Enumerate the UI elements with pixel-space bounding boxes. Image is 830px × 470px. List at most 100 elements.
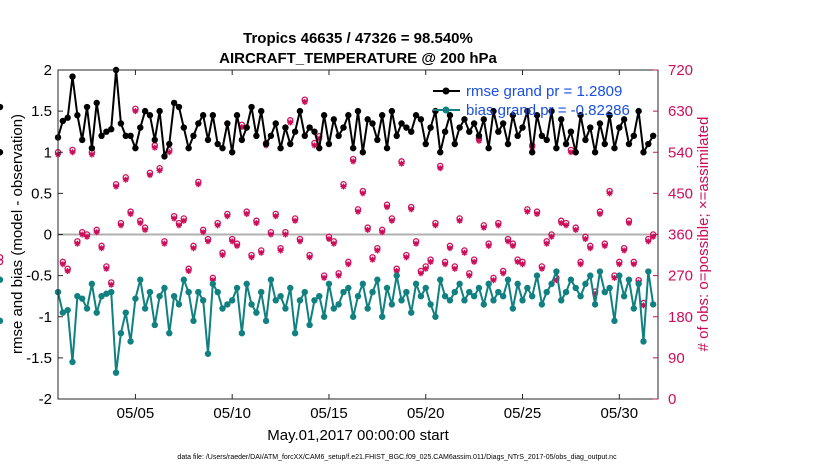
rmse-point: [466, 128, 473, 135]
bias-point: [403, 288, 410, 296]
bias-point: [258, 288, 265, 296]
obs-assimilated-point: [548, 233, 555, 240]
obs-possible-point: [0, 258, 4, 266]
bias-point: [543, 288, 550, 296]
rmse-point: [330, 116, 338, 123]
bias-point: [190, 317, 197, 325]
obs-assimilated-point: [190, 245, 197, 252]
bias-point: [59, 309, 67, 316]
legend: rmse grand pr = 1.2809 bias grand pr = -…: [433, 83, 630, 119]
bias-point: [378, 313, 386, 320]
bias-point: [185, 288, 192, 296]
rmse-point: [606, 112, 613, 119]
bias-point: [616, 272, 623, 279]
rmse-point: [374, 136, 381, 144]
rmse-point: [417, 116, 425, 123]
obs-assimilated-point: [248, 254, 255, 261]
rmse-point: [219, 144, 226, 152]
rmse-point: [248, 103, 255, 111]
rmse-point: [258, 107, 265, 115]
obs-assimilated-point: [437, 165, 444, 172]
rmse-point: [446, 112, 454, 119]
bias-point: [437, 276, 444, 283]
bias-point: [645, 268, 652, 275]
bias-point: [78, 295, 86, 302]
bias-point: [620, 292, 628, 300]
bias-point: [238, 330, 246, 337]
x-tick-label: 05/10: [213, 405, 251, 422]
obs-assimilated-point: [572, 226, 579, 233]
bias-point: [596, 268, 604, 275]
obs-assimilated-point: [534, 210, 541, 217]
obs-assimilated-point: [475, 137, 482, 144]
bias-point: [611, 317, 618, 325]
rmse-point: [524, 107, 531, 115]
obs-assimilated-point: [403, 254, 410, 261]
bias-point: [587, 272, 594, 279]
y-tick-right-label: 0: [668, 391, 676, 408]
rmse-point: [538, 132, 546, 139]
rmse-point: [340, 124, 347, 131]
y-tick-right-label: 90: [668, 350, 685, 367]
bias-point: [630, 305, 638, 312]
obs-assimilated-point: [398, 160, 405, 167]
obs-assimilated-point: [301, 98, 308, 105]
rmse-point: [301, 132, 308, 139]
rmse-point: [640, 149, 647, 156]
obs-assimilated-point: [587, 245, 594, 252]
bias-point: [301, 288, 308, 296]
bias-point: [233, 284, 241, 292]
rmse-point: [437, 149, 444, 156]
bias-point: [267, 276, 275, 283]
y-tick-right-label: 450: [668, 185, 693, 202]
obs-assimilated-point: [413, 240, 420, 247]
bias-point: [248, 301, 255, 308]
y-axis-label: rmse and bias (model - observation): [9, 114, 26, 354]
rmse-line: [57, 69, 655, 157]
obs-assimilated-point: [98, 245, 105, 252]
rmse-point: [88, 144, 96, 152]
obs-assimilated-point: [209, 277, 216, 284]
rmse-point: [282, 124, 289, 131]
rmse-point: [311, 128, 318, 135]
obs-assimilated-point: [490, 277, 497, 284]
obs-assimilated-point: [509, 242, 516, 249]
obs-assimilated-point: [616, 261, 623, 268]
bias-point: [514, 280, 521, 288]
bias-point: [562, 288, 570, 296]
rmse-point: [403, 124, 410, 131]
obs-assimilated-point: [645, 238, 652, 245]
bias-point: [296, 297, 304, 304]
bias-point: [412, 280, 420, 288]
rmse-point: [74, 112, 81, 119]
rmse-point: [253, 132, 260, 139]
bias-point: [635, 280, 642, 288]
obs-assimilated-point: [287, 119, 294, 126]
bias-point: [475, 284, 483, 292]
obs-assimilated-point: [519, 261, 526, 268]
rmse-point: [369, 120, 376, 127]
obs-assimilated-point: [292, 217, 299, 224]
bias-point: [354, 292, 362, 300]
rmse-point: [562, 140, 570, 148]
bias-point: [345, 284, 352, 292]
rmse-point: [59, 117, 67, 125]
obs-assimilated-point: [567, 149, 574, 156]
bias-point: [417, 292, 425, 300]
obs-assimilated-point: [500, 270, 507, 277]
obs-assimilated-point: [166, 149, 173, 156]
rmse-point: [170, 99, 178, 107]
obs-assimilated-point: [466, 272, 473, 279]
bias-point: [93, 309, 100, 316]
rmse-point: [316, 144, 323, 152]
rmse-point: [528, 149, 536, 156]
obs-assimilated-point: [514, 258, 521, 265]
bias-point: [359, 280, 367, 288]
obs-assimilated-point: [471, 258, 478, 265]
rmse-point: [209, 112, 217, 119]
bias-point: [398, 297, 405, 304]
bias-point: [277, 292, 284, 300]
bias-point: [311, 297, 318, 304]
rmse-point: [485, 144, 492, 152]
obs-assimilated-point: [195, 181, 202, 188]
